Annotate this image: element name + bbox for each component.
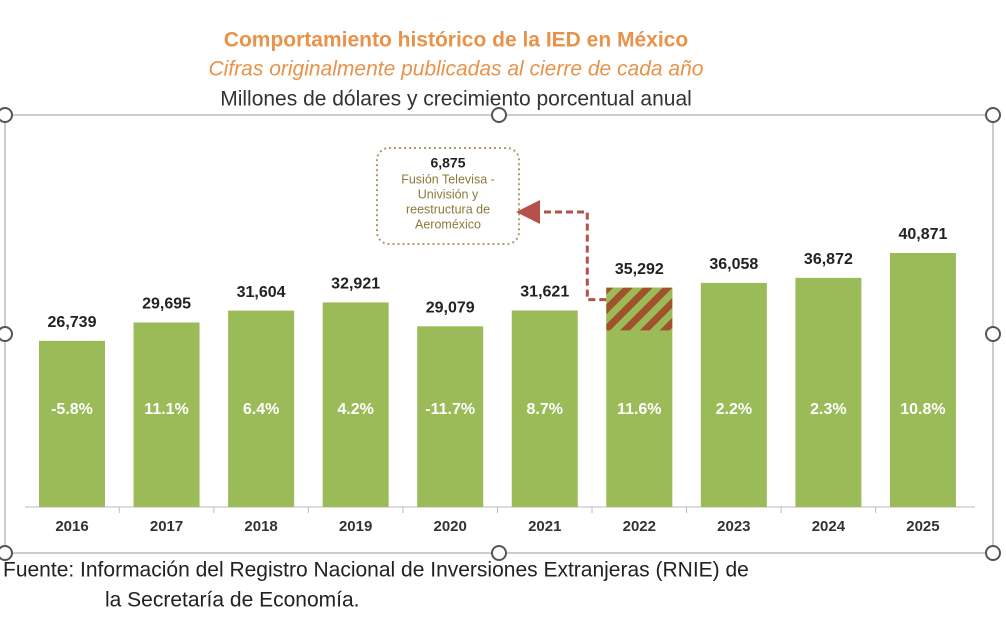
- growth-label: 11.1%: [144, 401, 188, 418]
- growth-label: 10.8%: [900, 401, 945, 418]
- annotation-text: Aeroméxico: [415, 217, 481, 231]
- value-label: 29,695: [142, 296, 191, 313]
- bar: [417, 326, 484, 507]
- bar: [889, 253, 956, 507]
- value-label: 32,921: [331, 276, 380, 293]
- bar: [133, 322, 200, 507]
- x-tick-label: 2023: [717, 518, 750, 535]
- x-tick-label: 2024: [812, 518, 846, 535]
- x-tick-label: 2022: [623, 518, 656, 535]
- growth-label: -5.8%: [51, 401, 93, 418]
- bar: [39, 340, 105, 507]
- value-label: 31,604: [237, 284, 286, 301]
- value-label: 36,872: [804, 251, 853, 268]
- x-tick-label: 2018: [244, 518, 277, 535]
- chart-title: Comportamiento histórico de la IED en Mé…: [224, 29, 688, 52]
- growth-label: 4.2%: [337, 401, 373, 418]
- growth-label: 6.4%: [243, 401, 279, 418]
- bar: [322, 302, 389, 507]
- hatched-segment: [606, 287, 673, 331]
- annotation-box: [376, 147, 520, 245]
- value-label: 36,058: [709, 256, 758, 273]
- growth-label: 2.3%: [810, 401, 846, 418]
- bar: [228, 310, 295, 507]
- bar: [700, 282, 767, 507]
- units-note: Millones de dólares y crecimiento porcen…: [220, 88, 692, 111]
- growth-label: -11.7%: [425, 401, 475, 418]
- x-tick-label: 2020: [434, 518, 467, 535]
- bar: [795, 277, 862, 507]
- growth-label: 8.7%: [527, 401, 563, 418]
- value-label: 31,621: [520, 284, 569, 301]
- source-text: la Secretaría de Economía.: [105, 589, 359, 612]
- value-label: 40,871: [898, 226, 947, 243]
- value-label: 35,292: [615, 261, 664, 278]
- growth-label: 2.2%: [716, 401, 752, 418]
- chart-subtitle: Cifras originalmente publicadas al cierr…: [209, 58, 704, 81]
- value-label: 26,739: [48, 314, 97, 331]
- x-tick-label: 2016: [55, 518, 88, 535]
- frame-handles: [0, 107, 1001, 561]
- bar: [511, 310, 578, 507]
- source-text: Fuente: Información del Registro Naciona…: [3, 559, 749, 582]
- annotation-text: Univisión y: [418, 187, 479, 201]
- value-label: 29,079: [426, 300, 475, 317]
- x-tick-label: 2025: [906, 518, 939, 535]
- annotation-text: reestructura de: [406, 202, 490, 216]
- x-tick-label: 2021: [528, 518, 561, 535]
- x-tick-label: 2017: [150, 518, 183, 535]
- x-tick-label: 2019: [339, 518, 372, 535]
- annotation-text: Fusión Televisa -: [401, 172, 495, 186]
- annotation-value: 6,875: [430, 155, 465, 171]
- growth-label: 11.6%: [617, 401, 661, 418]
